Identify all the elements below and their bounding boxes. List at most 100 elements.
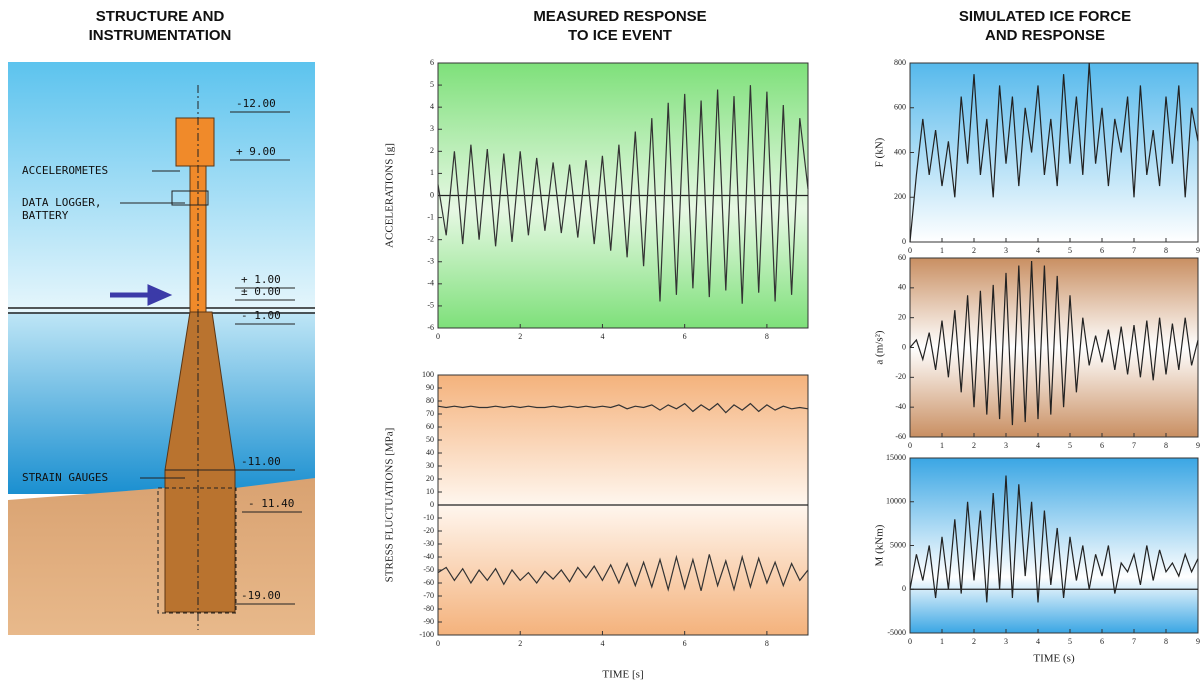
y-axis-label: ACCELERATIONS [g] [384,143,396,248]
heading: INSTRUMENTATION [89,27,232,44]
logger-box [171,190,209,206]
x-tick-label: 4 [1036,637,1040,646]
y-tick-label: -1 [427,212,434,221]
label: ACCELEROMETES [22,164,108,177]
y-tick-label: 0 [902,237,906,246]
plot-area [909,457,1199,634]
y-tick-label: 800 [894,58,906,67]
x-tick-label: 9 [1196,637,1200,646]
y-tick-label: -40 [895,402,906,411]
x-tick-label: 7 [1132,637,1136,646]
x-tick-label: 0 [436,639,440,648]
y-tick-label: 200 [894,192,906,201]
heading: AND RESPONSE [985,27,1105,44]
level-label: -19.00 [241,589,281,602]
y-tick-label: -5000 [887,628,906,637]
series-line [437,85,809,304]
y-axis-label: a (m/s²) [874,330,886,364]
level-label: -11.00 [241,455,281,468]
x-tick-label: 1 [940,246,944,255]
y-tick-label: 60 [426,422,434,431]
label: DATA LOGGER, [22,196,101,209]
ice-arrow [110,284,173,306]
y-tick-label: 30 [426,461,434,470]
x-tick-label: 6 [1100,637,1104,646]
heading: STRUCTURE AND [96,8,225,25]
y-tick-label: 5 [430,80,434,89]
series-line [909,260,1199,426]
heading: SIMULATED ICE FORCE [959,8,1131,25]
x-tick-label: 0 [908,637,912,646]
y-tick-label: 20 [898,312,906,321]
y-tick-label: 50 [426,435,434,444]
x-tick-label: 8 [1164,637,1168,646]
x-tick-label: 4 [600,332,604,341]
y-tick-label: -10 [423,513,434,522]
pile-outline [157,487,237,614]
x-tick-label: 8 [765,639,769,648]
x-tick-label: 5 [1068,441,1072,450]
y-tick-label: 2 [430,146,434,155]
x-tick-label: 9 [1196,246,1200,255]
x-tick-label: 7 [1132,441,1136,450]
y-tick-label: -70 [423,591,434,600]
level-label: - 1.00 [241,309,281,322]
x-tick-label: 0 [436,332,440,341]
series-line [437,402,809,414]
x-tick-label: 3 [1004,637,1008,646]
y-axis-label: F (kN) [874,137,886,167]
y-tick-label: 0 [430,500,434,509]
seabed [8,478,315,635]
x-tick-label: 6 [1100,441,1104,450]
level-label: + 1.00 [241,273,281,286]
y-tick-label: 40 [898,283,906,292]
y-tick-label: 10 [426,487,434,496]
x-tick-label: 6 [683,332,687,341]
y-tick-label: -20 [895,372,906,381]
label: STRAIN GAUGES [22,471,108,484]
y-tick-label: -6 [427,323,434,332]
y-tick-label: -60 [423,578,434,587]
x-tick-label: 2 [518,332,522,341]
y-tick-label: 90 [426,383,434,392]
x-tick-label: 2 [972,637,976,646]
x-tick-label: 3 [1004,441,1008,450]
level-label: - 11.40 [248,497,294,510]
y-tick-label: 40 [426,448,434,457]
y-tick-label: 4 [430,102,434,111]
x-tick-label: 4 [600,639,604,648]
x-tick-label: 8 [1164,441,1168,450]
sky [8,62,315,312]
heading: TO ICE EVENT [568,27,672,44]
y-tick-label: 10000 [886,497,906,506]
y-tick-label: 1 [430,168,434,177]
top-box [175,117,215,167]
y-tick-label: 3 [430,124,434,133]
y-tick-label: -5 [427,301,434,310]
y-tick-label: 0 [430,190,434,199]
y-tick-label: 0 [902,584,906,593]
y-tick-label: 60 [898,253,906,262]
level-label: -12.00 [236,97,276,110]
x-tick-label: 9 [1196,441,1200,450]
x-tick-label: 2 [972,441,976,450]
x-tick-label: 6 [1100,246,1104,255]
y-tick-label: 5000 [890,540,906,549]
x-tick-label: 1 [940,441,944,450]
level-label: + 9.00 [236,145,276,158]
y-tick-label: 6 [430,58,434,67]
series-line [909,475,1199,603]
x-tick-label: 0 [908,246,912,255]
x-tick-label: 1 [940,637,944,646]
y-tick-label: 600 [894,103,906,112]
y-tick-label: 15000 [886,453,906,462]
x-tick-label: 5 [1068,246,1072,255]
sea [8,312,315,494]
x-tick-label: 4 [1036,246,1040,255]
x-tick-label: 8 [765,332,769,341]
x-tick-label: 0 [908,441,912,450]
y-tick-label: -90 [423,617,434,626]
y-tick-label: -80 [423,604,434,613]
heading: MEASURED RESPONSE [533,8,706,25]
